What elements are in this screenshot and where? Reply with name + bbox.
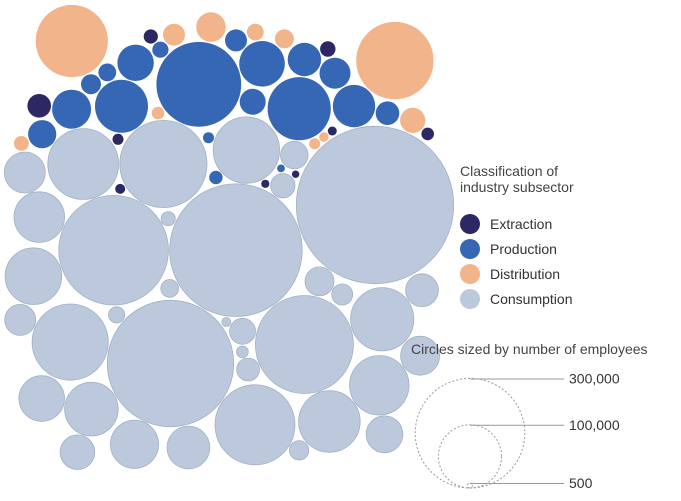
legend-label-consumption: Consumption xyxy=(490,291,573,307)
bubble-extraction-75 xyxy=(291,170,300,178)
bubble-extraction-74 xyxy=(261,179,270,188)
bubble-extraction-68 xyxy=(320,41,336,57)
bubble-consumption-13 xyxy=(4,247,63,305)
bubble-production-37 xyxy=(156,41,242,127)
bubble-consumption-21 xyxy=(365,415,404,454)
size-legend-title: Circles sized by number of employees xyxy=(411,341,648,357)
bubble-extraction-69 xyxy=(143,29,158,44)
bubble-consumption-25 xyxy=(304,266,335,297)
size-legend-label-2: 500 xyxy=(569,475,593,491)
legend-title-line-1: Classification of xyxy=(460,163,558,179)
bubble-production-46 xyxy=(28,120,57,149)
bubble-consumption-28 xyxy=(270,173,296,199)
bubble-distribution-61 xyxy=(274,29,294,49)
bubble-production-38 xyxy=(267,77,331,141)
bubble-production-41 xyxy=(332,84,376,128)
bubble-production-40 xyxy=(239,41,285,87)
bubble-consumption-4 xyxy=(254,295,354,394)
bubble-production-45 xyxy=(319,57,351,89)
bubble-extraction-67 xyxy=(27,94,51,118)
bubble-production-47 xyxy=(239,88,266,115)
bubble-distribution-63 xyxy=(14,136,29,151)
legend-label-production: Production xyxy=(490,241,557,257)
bubble-consumption-20 xyxy=(400,335,441,376)
bubble-consumption-35 xyxy=(236,345,249,359)
bubble-distribution-56 xyxy=(356,21,434,100)
size-legend-circle-0 xyxy=(414,377,526,489)
bubble-production-48 xyxy=(375,101,400,125)
bubble-consumption-22 xyxy=(59,434,96,470)
bubble-extraction-73 xyxy=(327,126,337,136)
bubble-consumption-30 xyxy=(331,283,354,306)
bubble-distribution-62 xyxy=(246,23,264,41)
bubble-consumption-16 xyxy=(110,419,160,469)
bubble-distribution-58 xyxy=(196,12,226,42)
bubble-consumption-9 xyxy=(212,116,280,184)
bubble-consumption-14 xyxy=(64,381,119,437)
bubble-production-52 xyxy=(152,41,169,58)
size-legend-label-0: 300,000 xyxy=(569,371,620,387)
bubble-consumption-8 xyxy=(47,128,119,200)
bubble-consumption-33 xyxy=(108,306,126,324)
bubble-consumption-17 xyxy=(18,375,65,422)
bubble-consumption-36 xyxy=(221,317,232,327)
bubble-distribution-59 xyxy=(400,107,426,133)
bubble-production-50 xyxy=(81,74,101,95)
legend-swatch-distribution xyxy=(460,264,480,284)
bubble-consumption-0 xyxy=(295,125,455,285)
bubble-consumption-1 xyxy=(169,183,303,317)
bubble-production-54 xyxy=(203,132,214,144)
bubble-distribution-64 xyxy=(151,106,165,120)
bubble-distribution-66 xyxy=(319,132,329,142)
legend-swatch-extraction xyxy=(460,214,480,234)
bubble-consumption-19 xyxy=(3,151,46,194)
bubble-consumption-18 xyxy=(166,425,211,470)
bubble-consumption-15 xyxy=(13,191,65,243)
size-legend: Circles sized by number of employees 300… xyxy=(411,341,648,491)
category-legend: Classification of industry subsector Ext… xyxy=(460,163,574,309)
legend-label-distribution: Distribution xyxy=(490,266,560,282)
bubble-consumption-12 xyxy=(349,355,410,416)
bubble-production-53 xyxy=(209,170,223,185)
legend-swatch-production xyxy=(460,239,480,259)
size-legend-circle-2 xyxy=(467,482,473,489)
bubble-production-55 xyxy=(277,164,285,173)
bubble-consumption-6 xyxy=(214,384,296,466)
bubble-consumption-24 xyxy=(4,303,37,336)
bubble-consumption-31 xyxy=(288,440,310,461)
bubble-consumption-34 xyxy=(160,211,176,227)
legend-swatch-consumption xyxy=(460,289,480,309)
legend-label-extraction: Extraction xyxy=(490,216,552,232)
bubble-production-42 xyxy=(52,89,92,129)
bubble-cluster xyxy=(3,4,455,470)
bubble-extraction-72 xyxy=(115,183,126,194)
bubble-consumption-26 xyxy=(280,140,309,170)
bubble-consumption-10 xyxy=(350,287,415,352)
bubble-production-49 xyxy=(225,29,247,52)
bubble-consumption-3 xyxy=(58,194,169,306)
bubble-consumption-2 xyxy=(106,299,235,428)
bubble-extraction-71 xyxy=(112,133,124,145)
bubble-production-44 xyxy=(287,42,322,77)
bubble-consumption-32 xyxy=(160,279,180,298)
bubble-consumption-5 xyxy=(119,120,208,208)
bubble-consumption-23 xyxy=(405,273,439,308)
bubble-distribution-60 xyxy=(163,23,185,46)
bubble-distribution-57 xyxy=(35,4,108,78)
bubble-consumption-27 xyxy=(229,317,256,345)
bubble-consumption-11 xyxy=(298,390,361,453)
bubble-distribution-65 xyxy=(309,138,321,150)
bubble-production-43 xyxy=(117,44,154,81)
bubble-consumption-29 xyxy=(236,357,260,382)
size-legend-circle-1 xyxy=(437,424,503,489)
bubble-extraction-70 xyxy=(421,127,435,141)
size-legend-label-1: 100,000 xyxy=(569,417,620,433)
bubble-production-39 xyxy=(95,79,148,133)
legend-title-line-2: industry subsector xyxy=(460,179,574,195)
bubble-consumption-7 xyxy=(31,303,109,381)
bubble-production-51 xyxy=(98,63,117,82)
